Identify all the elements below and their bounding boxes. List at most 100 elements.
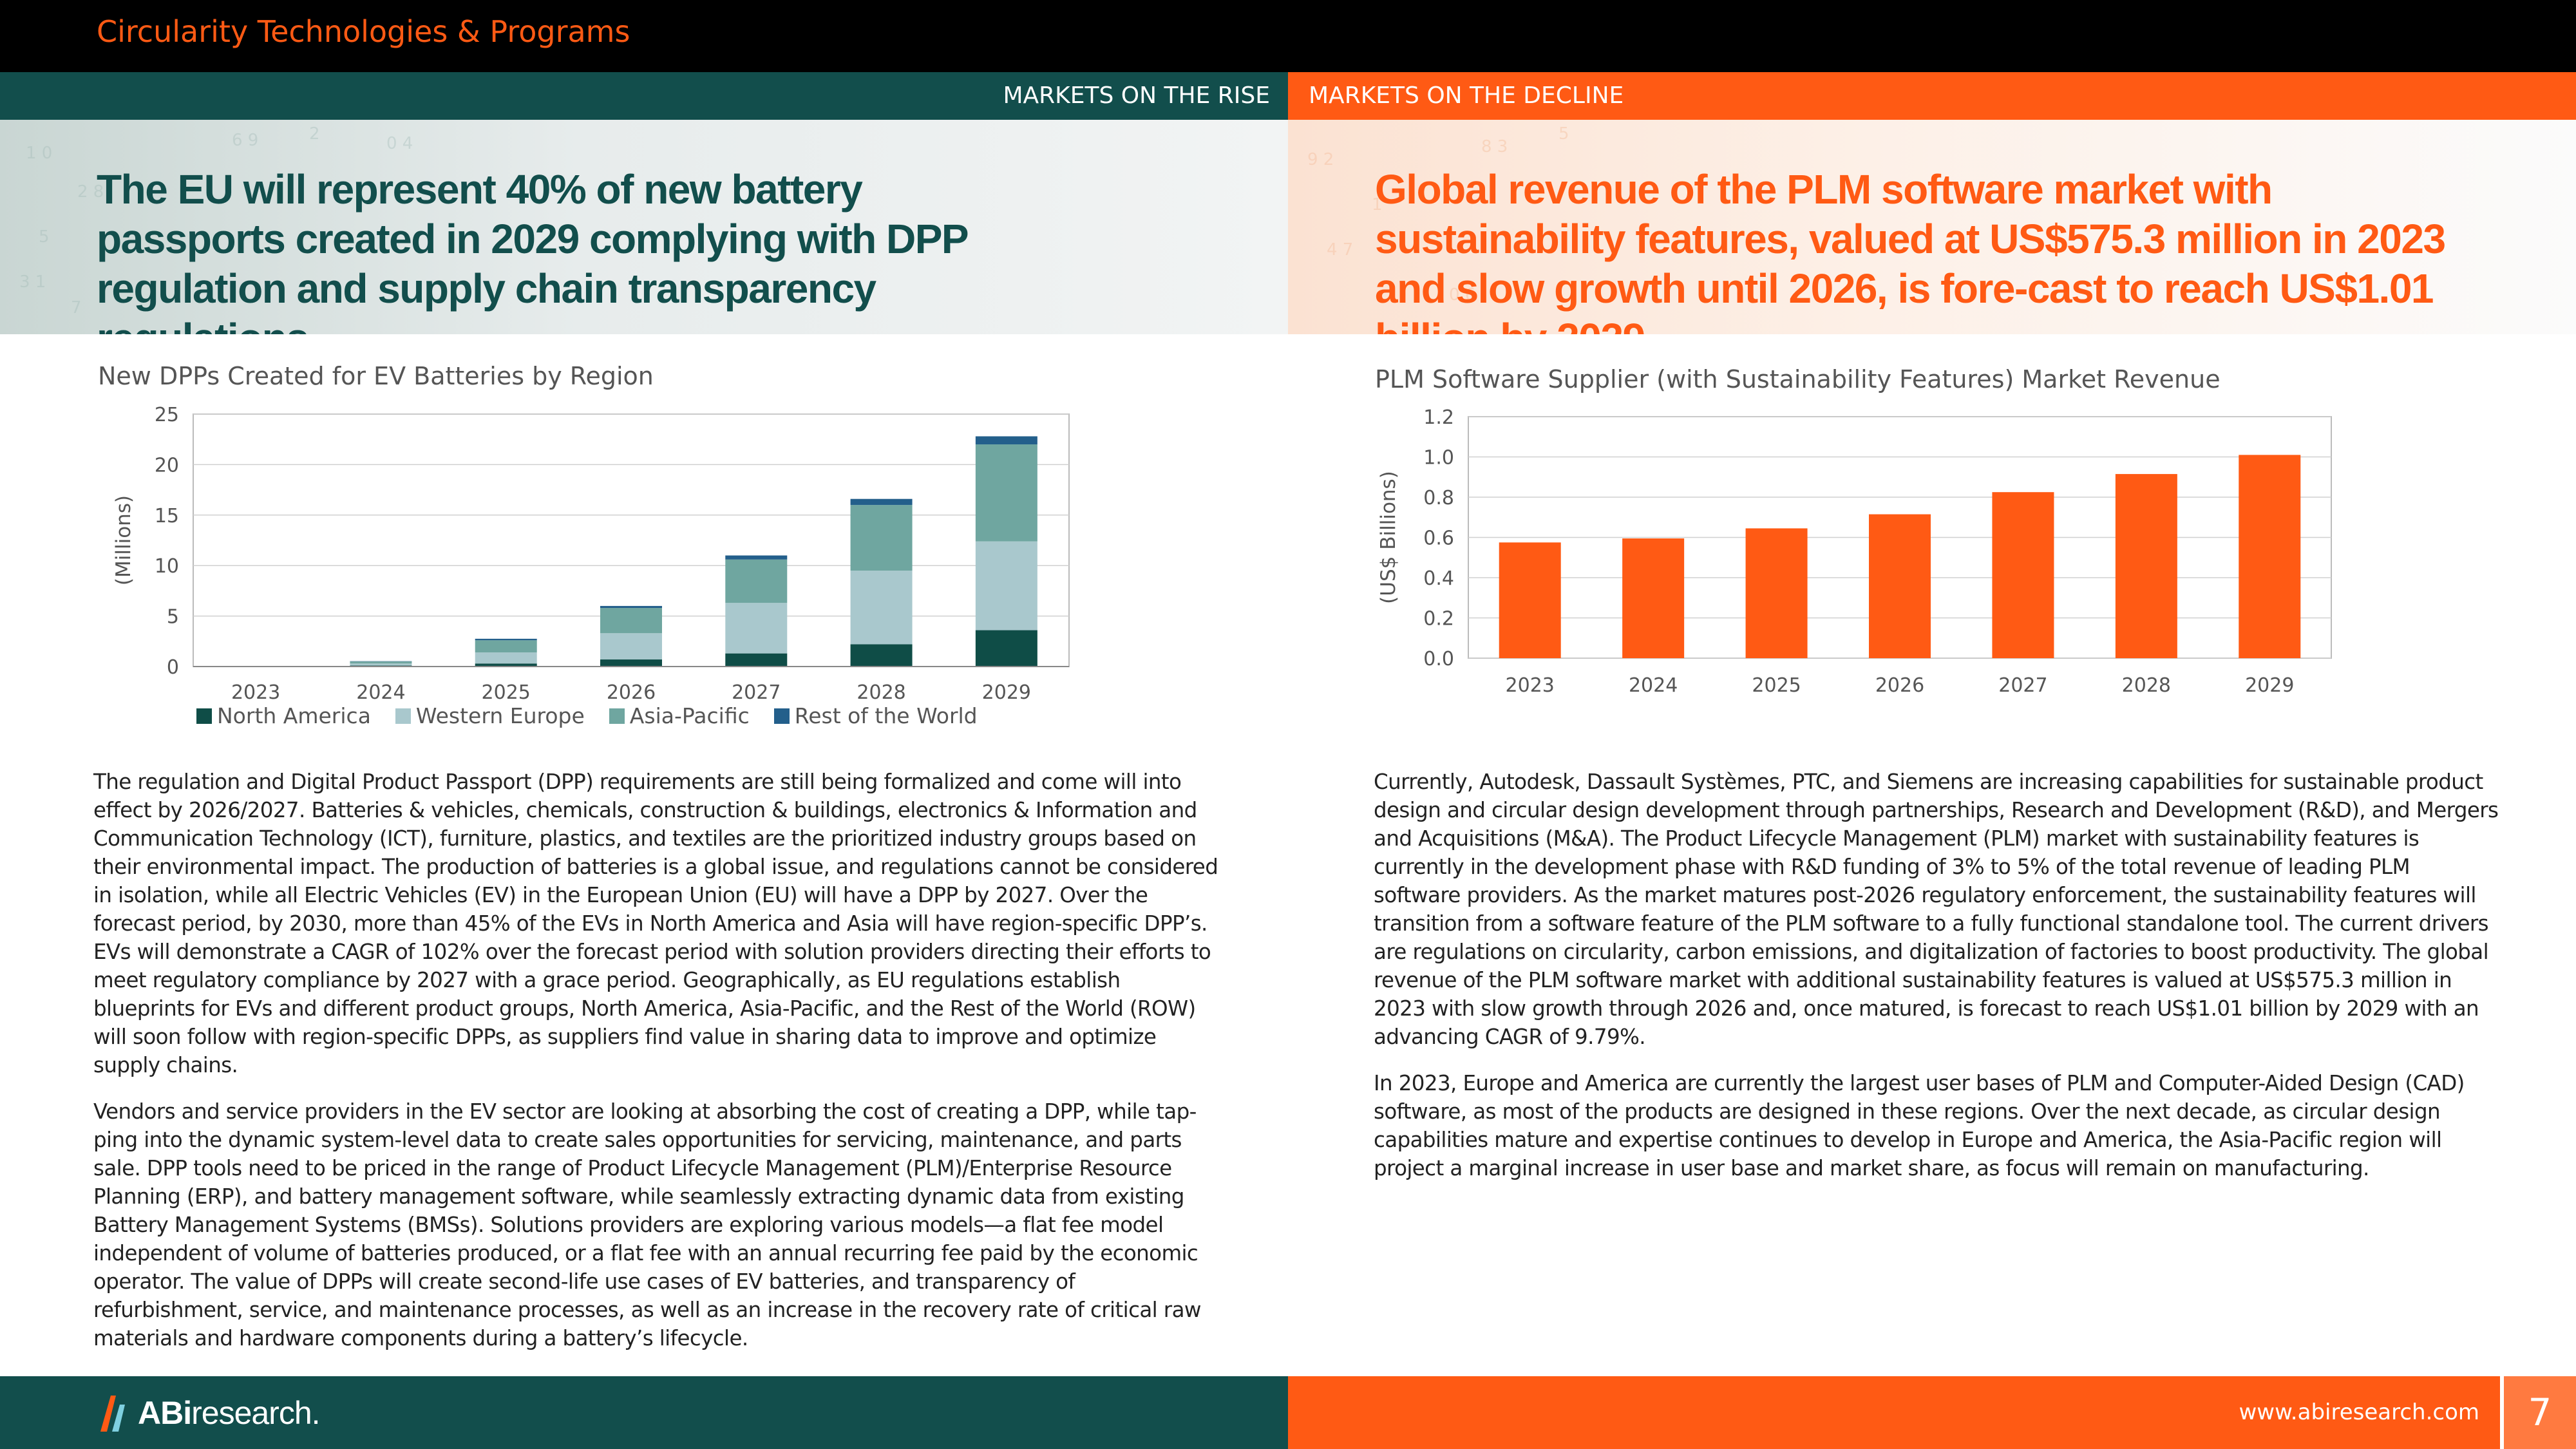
left-chart-title: New DPPs Created for EV Batteries by Reg… <box>98 362 654 390</box>
svg-text:5: 5 <box>39 227 50 247</box>
y-tick-label: 10 <box>155 555 179 578</box>
top-header-bar: Circularity Technologies & Programs <box>0 0 2576 72</box>
legend-item: Rest of the World <box>773 703 978 728</box>
svg-text:0 4: 0 4 <box>386 134 413 153</box>
x-tick-label: 2024 <box>1629 674 1678 697</box>
svg-text:0 6: 0 6 <box>1449 285 1475 305</box>
y-axis-label: (Millions) <box>112 495 135 585</box>
y-tick-label: 0 <box>167 656 179 679</box>
y-tick-label: 5 <box>167 606 179 629</box>
bar-segment <box>975 444 1037 542</box>
svg-text:8 3: 8 3 <box>1481 137 1508 156</box>
legend-item: Western Europe <box>395 703 585 728</box>
x-tick-label: 2024 <box>356 681 405 704</box>
x-tick-label: 2029 <box>982 681 1031 704</box>
legend-item: North America <box>196 703 371 728</box>
bar-segment <box>600 659 662 667</box>
y-tick-label: 1.2 <box>1423 406 1454 429</box>
svg-text:2 8: 2 8 <box>77 182 104 202</box>
legend-swatch <box>773 708 790 724</box>
svg-text:9 2: 9 2 <box>1307 150 1334 169</box>
revenue-bar <box>2239 455 2301 658</box>
bar-segment <box>850 498 913 506</box>
legend-swatch <box>196 708 212 724</box>
bar-segment <box>475 640 537 653</box>
y-tick-label: 25 <box>155 404 179 426</box>
x-tick-label: 2026 <box>1875 674 1924 697</box>
y-tick-label: 0.2 <box>1423 608 1454 630</box>
revenue-bar <box>1622 538 1685 658</box>
markets-rise-label: MARKETS ON THE RISE <box>1003 82 1270 109</box>
right-paragraph-1: Currently, Autodesk, Dassault Systèmes, … <box>1374 770 2499 1049</box>
svg-text:7: 7 <box>71 298 82 317</box>
x-tick-label: 2028 <box>857 681 905 704</box>
page-number: 7 <box>2504 1376 2576 1449</box>
bar-segment <box>725 559 788 603</box>
legend-label: Asia-Pacific <box>629 703 750 728</box>
x-tick-label: 2025 <box>482 681 531 704</box>
y-tick-label: 0.8 <box>1423 487 1454 509</box>
bar-segment <box>600 608 662 634</box>
left-body-text: The regulation and Digital Product Passp… <box>93 768 1227 1370</box>
svg-text:5: 5 <box>1558 124 1569 144</box>
numeric-pattern-decoration: 9 2 1 4 7 8 3 5 0 6 <box>1307 124 1569 305</box>
y-tick-label: 0.4 <box>1423 567 1454 590</box>
bar-segment <box>350 661 412 664</box>
left-chart-legend: North America Western Europe Asia-Pacific R… <box>196 703 978 728</box>
bar-segment <box>850 505 913 571</box>
bar-segment <box>850 571 913 645</box>
y-tick-label: 15 <box>155 505 179 527</box>
plm-revenue-bar-chart: 0.0 0.2 0.4 0.6 0.8 1.0 1.2 (US$ Billions) 2023 2… <box>1377 406 2332 697</box>
revenue-bar <box>2115 474 2177 658</box>
bar-segment <box>975 541 1037 630</box>
legend-swatch <box>609 708 625 724</box>
abi-research-logo[interactable]: ABiresearch. <box>95 1392 321 1434</box>
svg-text:2: 2 <box>309 124 320 144</box>
y-tick-label: 1.0 <box>1423 447 1454 469</box>
x-tick-label: 2023 <box>231 681 280 704</box>
markets-rise-bar: MARKETS ON THE RISE <box>0 72 1288 120</box>
y-tick-label: 20 <box>155 454 179 477</box>
x-tick-label: 2023 <box>1506 674 1555 697</box>
hero-left-headline: The EU will represent 40% of new battery… <box>97 166 968 334</box>
y-tick-label: 0.0 <box>1423 648 1454 670</box>
svg-text:4 7: 4 7 <box>1327 240 1353 260</box>
x-tick-label: 2025 <box>1752 674 1801 697</box>
svg-text:1 0: 1 0 <box>26 144 52 163</box>
website-link[interactable]: www.abiresearch.com <box>2239 1399 2480 1425</box>
legend-label: Rest of the World <box>794 703 978 728</box>
markets-decline-label: MARKETS ON THE DECLINE <box>1309 82 1624 109</box>
bar-segment <box>350 663 412 666</box>
bar-segment <box>725 653 788 667</box>
bar-segment <box>725 603 788 654</box>
y-tick-label: 0.6 <box>1423 527 1454 550</box>
footer-left-bar: ABiresearch. <box>0 1376 1288 1449</box>
markets-decline-bar: MARKETS ON THE DECLINE <box>1288 72 2576 120</box>
x-tick-label: 2029 <box>2245 674 2294 697</box>
revenue-bar <box>1745 528 1808 658</box>
abi-logo-icon <box>100 1396 125 1432</box>
legend-swatch <box>395 708 411 724</box>
x-tick-label: 2027 <box>732 681 781 704</box>
right-paragraph-2: In 2023, Europe and America are currentl… <box>1374 1071 2465 1180</box>
legend-label: North America <box>217 703 371 728</box>
legend-item: Asia-Pacific <box>609 703 750 728</box>
revenue-bar <box>1499 542 1561 658</box>
x-tick-label: 2026 <box>607 681 656 704</box>
bar-segment <box>850 644 913 667</box>
bar-segment <box>475 638 537 641</box>
right-body-text: Currently, Autodesk, Dassault Systèmes, … <box>1374 768 2501 1200</box>
document-section-title: Circularity Technologies & Programs <box>97 14 630 49</box>
svg-text:3 1: 3 1 <box>19 272 46 292</box>
bar-segment <box>975 436 1037 445</box>
legend-label: Western Europe <box>415 703 585 728</box>
revenue-bar <box>1869 514 1931 658</box>
hero-right-panel: 9 2 1 4 7 8 3 5 0 6 Global revenue of the PL… <box>1288 120 2576 334</box>
bar-segment <box>600 605 662 609</box>
footer-right-bar: www.abiresearch.com 7 <box>1288 1376 2576 1449</box>
svg-text:1: 1 <box>1372 195 1383 214</box>
logo-wordmark: ABiresearch. <box>138 1395 321 1431</box>
left-paragraph-1: The regulation and Digital Product Passp… <box>93 770 1218 1077</box>
page-number-divider <box>2500 1376 2504 1449</box>
